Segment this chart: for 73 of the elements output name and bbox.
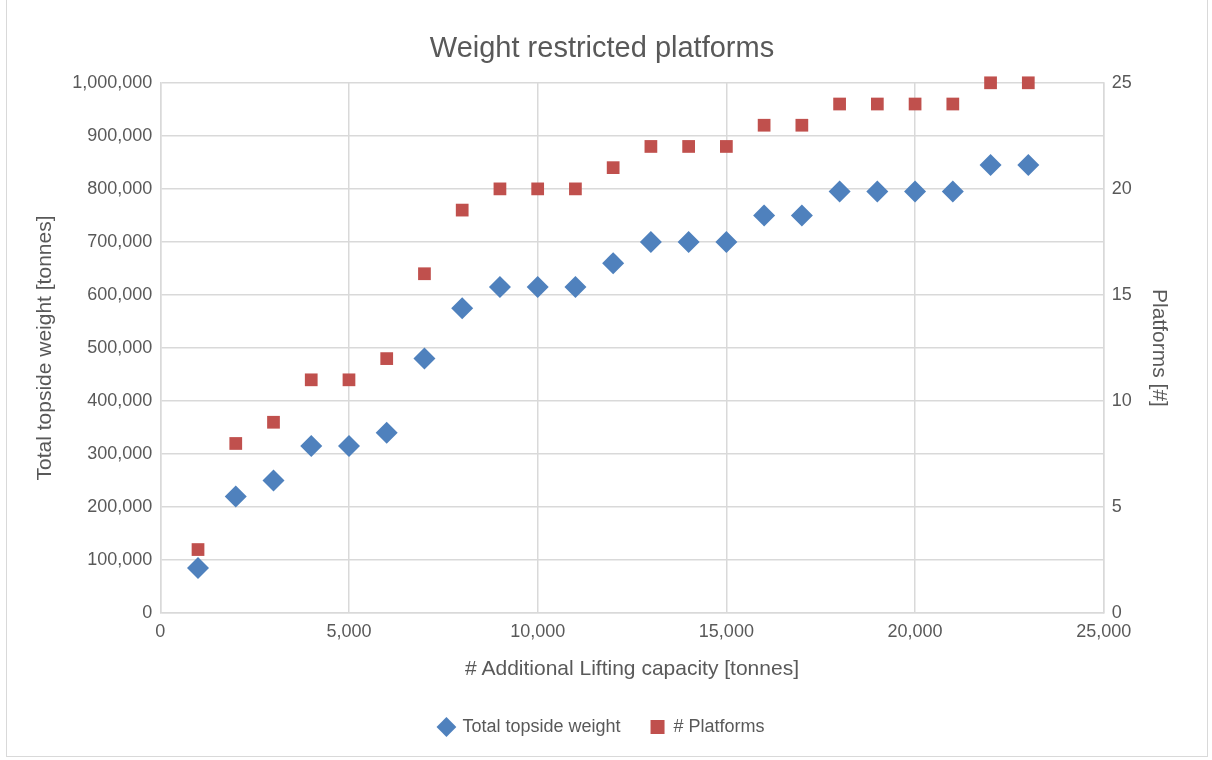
- point: [720, 140, 733, 153]
- point: [564, 276, 587, 298]
- y-axis-title: Total topside weight [tonnes]: [32, 215, 56, 481]
- point: [757, 118, 771, 132]
- y-tick-label: 0: [142, 602, 153, 623]
- point: [639, 230, 662, 253]
- point: [526, 276, 549, 298]
- y2-axis-title: Platforms [#]: [1148, 289, 1172, 407]
- point: [300, 435, 323, 458]
- point: [375, 421, 398, 444]
- chart-title: Weight restricted platforms: [429, 31, 775, 64]
- point: [795, 118, 809, 132]
- x-tick-label: 20,000: [887, 620, 943, 641]
- x-tick-label: 15,000: [698, 620, 754, 641]
- y2-tick-label: 5: [1111, 496, 1122, 517]
- point: [1017, 154, 1040, 177]
- point: [602, 252, 625, 275]
- point: [342, 373, 356, 387]
- y2-tick-label: 0: [1111, 602, 1122, 623]
- legend-label: Total topside weight: [462, 715, 621, 736]
- point: [191, 543, 205, 556]
- point: [569, 182, 582, 196]
- x-tick-label: 5,000: [326, 620, 372, 641]
- point: [267, 415, 280, 429]
- point: [606, 161, 620, 175]
- y-tick-label: 200,000: [87, 496, 153, 517]
- point: [229, 437, 243, 450]
- y-tick-label: 700,000: [87, 230, 153, 251]
- y-tick-label: 300,000: [87, 443, 153, 464]
- point: [1021, 76, 1035, 90]
- y-tick-label: 1,000,000: [72, 71, 153, 92]
- x-tick-label: 10,000: [510, 620, 566, 641]
- point: [866, 180, 889, 203]
- point: [380, 352, 394, 365]
- point: [984, 76, 997, 90]
- point: [262, 469, 285, 492]
- point: [715, 230, 738, 253]
- y2-tick-label: 25: [1111, 71, 1132, 92]
- point: [790, 204, 813, 227]
- y2-tick-label: 15: [1111, 283, 1132, 304]
- point: [979, 154, 1002, 177]
- point: [941, 180, 964, 203]
- point: [904, 180, 927, 203]
- point: [677, 230, 700, 253]
- point: [946, 97, 960, 111]
- y-tick-label: 600,000: [87, 283, 153, 304]
- point: [682, 140, 695, 153]
- y-tick-label: 800,000: [87, 177, 153, 198]
- x-axis-title: # Additional Lifting capacity [tonnes]: [465, 656, 799, 680]
- point: [418, 267, 431, 281]
- point: [337, 435, 360, 458]
- point: [870, 97, 884, 111]
- point: [224, 485, 247, 508]
- x-tick-label: 0: [155, 620, 166, 641]
- y-tick-label: 400,000: [87, 390, 153, 411]
- y-tick-label: 500,000: [87, 336, 153, 357]
- point: [187, 557, 210, 580]
- point: [644, 140, 658, 153]
- point: [451, 297, 474, 320]
- point: [413, 347, 436, 370]
- y2-tick-label: 20: [1111, 177, 1132, 198]
- point: [488, 276, 511, 298]
- point: [531, 182, 545, 196]
- point: [753, 204, 776, 227]
- point: [304, 373, 318, 387]
- y-tick-label: 900,000: [87, 124, 153, 145]
- point: [828, 180, 851, 203]
- y-tick-label: 100,000: [87, 549, 153, 570]
- y2-tick-label: 10: [1111, 390, 1132, 411]
- legend-label: # Platforms: [673, 715, 765, 736]
- point: [833, 97, 846, 111]
- x-tick-label: 25,000: [1076, 620, 1132, 641]
- point: [455, 203, 469, 217]
